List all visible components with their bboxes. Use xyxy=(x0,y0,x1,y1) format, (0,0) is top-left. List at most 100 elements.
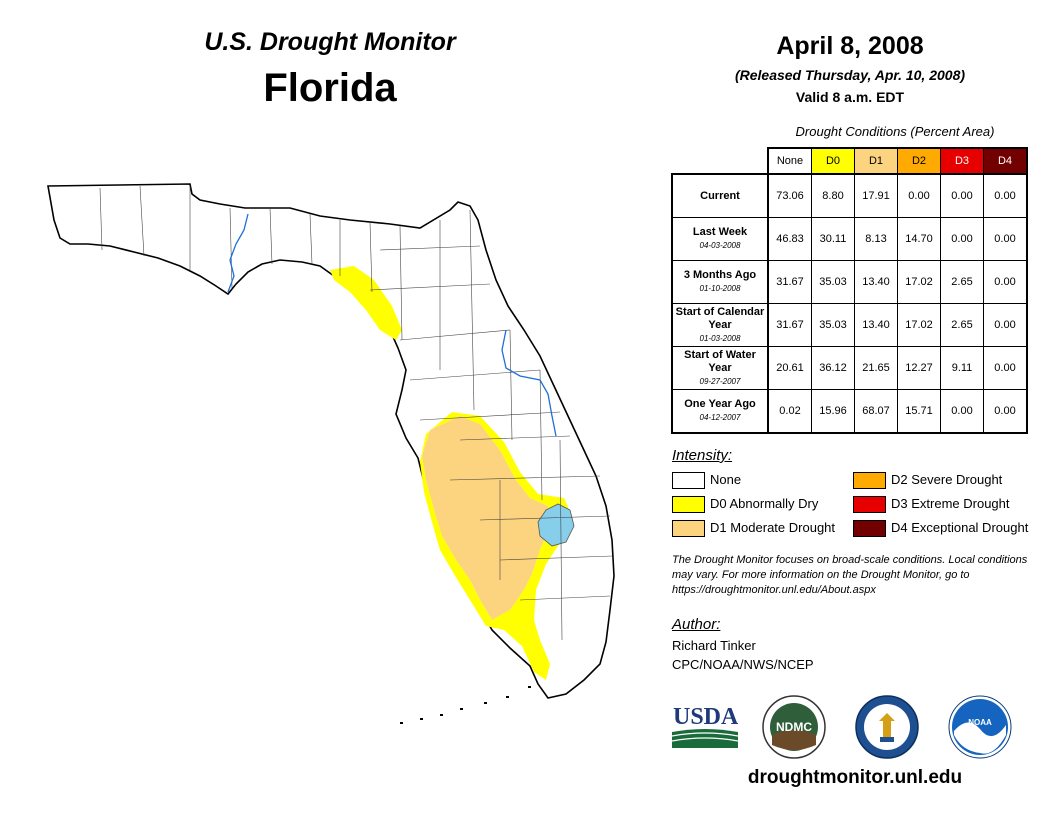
table-cell: 68.07 xyxy=(854,389,898,434)
legend-label: D4 Exceptional Drought xyxy=(891,520,1029,535)
ndmc-logo: NDMC xyxy=(762,695,826,759)
row-date: 01-03-2008 xyxy=(699,333,741,343)
d0-area-southwest xyxy=(420,412,572,680)
table-cell: 0.00 xyxy=(940,389,984,434)
table-caption: Drought Conditions (Percent Area) xyxy=(795,124,995,139)
legend-label: D3 Extreme Drought xyxy=(891,496,1010,511)
table-cell: 13.40 xyxy=(854,303,898,347)
drought-conditions-table: None D0 D1 D2 D3 D4 Current 73.06 8.80 17.9… xyxy=(671,147,1028,434)
table-row: Last Week 04-03-2008 46.83 30.11 8.13 14.70 0.… xyxy=(671,217,1028,261)
table-cell: 15.71 xyxy=(897,389,941,434)
map-date: April 8, 2008 xyxy=(776,32,924,60)
table-cell: 0.00 xyxy=(983,217,1028,261)
table-row: Start of Water Year 09-27-2007 20.61 36.12 2… xyxy=(671,346,1028,390)
row-label: Last Week xyxy=(692,226,748,238)
svg-text:NOAA: NOAA xyxy=(968,718,992,727)
row-date: 04-03-2008 xyxy=(699,241,741,250)
legend-label: None xyxy=(710,472,742,487)
legend-label: D2 Severe Drought xyxy=(891,472,1003,487)
legend-swatch xyxy=(672,496,705,513)
release-date: (Released Thursday, Apr. 10, 2008) xyxy=(734,67,966,83)
table-cell: 35.03 xyxy=(811,303,855,347)
table-cell: 0.00 xyxy=(983,260,1028,304)
title-line1: U.S. Drought Monitor xyxy=(204,28,456,56)
col-header-d2: D2 xyxy=(897,147,941,175)
table-cell: 0.00 xyxy=(983,346,1028,390)
table-cell: 17.02 xyxy=(897,303,941,347)
table-row: 3 Months Ago 01-10-2008 31.67 35.03 13.40 17.… xyxy=(671,260,1028,304)
col-header-none: None xyxy=(767,147,812,175)
row-header: Start of Water Year 09-27-2007 xyxy=(671,346,769,390)
table-cell: 8.13 xyxy=(854,217,898,261)
commerce-seal-logo xyxy=(855,695,919,759)
row-label: One Year Ago xyxy=(684,398,756,410)
row-date: 04-12-2007 xyxy=(699,413,741,422)
author-name: Richard Tinker xyxy=(672,638,756,653)
usda-logo: USDA xyxy=(672,704,738,748)
table-cell: 13.40 xyxy=(854,260,898,304)
table-cell: 2.65 xyxy=(940,303,984,347)
table-cell: 8.80 xyxy=(811,173,855,218)
legend-swatch xyxy=(672,472,705,489)
svg-text:USDA: USDA xyxy=(673,704,738,730)
table-cell: 46.83 xyxy=(767,217,812,261)
florida-map xyxy=(47,183,615,724)
col-header-d3: D3 xyxy=(940,147,984,175)
table-row: One Year Ago 04-12-2007 0.02 15.96 68.07 15.7… xyxy=(671,389,1028,434)
table-cell: 0.00 xyxy=(897,173,941,218)
row-label: Current xyxy=(700,189,740,202)
table-cell: 30.11 xyxy=(811,217,855,261)
table-cell: 0.00 xyxy=(940,217,984,261)
st-johns-river xyxy=(501,329,557,437)
legend-label: D1 Moderate Drought xyxy=(710,520,836,535)
table-cell: 0.00 xyxy=(940,173,984,218)
table-cell: 36.12 xyxy=(811,346,855,390)
intensity-heading: Intensity: xyxy=(672,447,733,464)
legend-label: D0 Abnormally Dry xyxy=(710,496,819,511)
table-cell: 14.70 xyxy=(897,217,941,261)
row-date: 01-10-2008 xyxy=(699,284,741,293)
table-cell: 2.65 xyxy=(940,260,984,304)
florida-keys xyxy=(400,686,531,724)
legend-swatch xyxy=(853,520,886,537)
table-cell: 15.96 xyxy=(811,389,855,434)
d1-area xyxy=(422,416,550,620)
table-cell: 17.02 xyxy=(897,260,941,304)
legend-swatch xyxy=(853,496,886,513)
table-cell: 31.67 xyxy=(767,303,812,347)
row-header: One Year Ago 04-12-2007 xyxy=(671,389,769,434)
row-header: Start of Calendar Year 01-03-2008 xyxy=(671,303,769,347)
county-lines xyxy=(99,185,613,641)
state-title: Florida xyxy=(263,66,397,110)
row-header: 3 Months Ago 01-10-2008 xyxy=(671,260,769,304)
table-cell: 12.27 xyxy=(897,346,941,390)
author-org: CPC/NOAA/NWS/NCEP xyxy=(672,657,814,672)
website-url[interactable]: droughtmonitor.unl.edu xyxy=(747,767,963,788)
row-label: Start of Water Year xyxy=(684,348,756,374)
row-label: Start of Calendar Year xyxy=(675,305,765,331)
noaa-logo: NOAA xyxy=(948,695,1012,759)
table-row: Current 73.06 8.80 17.91 0.00 0.00 0.00 xyxy=(671,173,1028,218)
table-cell: 0.02 xyxy=(767,389,812,434)
col-header-d0: D0 xyxy=(811,147,855,175)
row-header: Current xyxy=(671,173,769,218)
table-cell: 0.00 xyxy=(983,303,1028,347)
table-cell: 31.67 xyxy=(767,260,812,304)
valid-time: Valid 8 a.m. EDT xyxy=(795,89,905,105)
col-header-d4: D4 xyxy=(983,147,1028,175)
table-cell: 0.00 xyxy=(983,173,1028,218)
table-cell: 73.06 xyxy=(767,173,812,218)
author-heading: Author: xyxy=(672,616,721,633)
legend-swatch xyxy=(672,520,705,537)
svg-text:NDMC: NDMC xyxy=(776,720,812,734)
table-cell: 35.03 xyxy=(811,260,855,304)
legend-swatch xyxy=(853,472,886,489)
row-label: 3 Months Ago xyxy=(683,269,757,281)
drought-note: The Drought Monitor focuses on broad-sca… xyxy=(672,554,1028,596)
table-row: Start of Calendar Year 01-03-2008 31.67 35.… xyxy=(671,303,1028,347)
lake-okeechobee xyxy=(537,503,575,547)
row-header: Last Week 04-03-2008 xyxy=(671,217,769,261)
table-cell: 0.00 xyxy=(983,389,1028,434)
col-header-d1: D1 xyxy=(854,147,898,175)
d0-area-bigbend xyxy=(330,266,402,340)
